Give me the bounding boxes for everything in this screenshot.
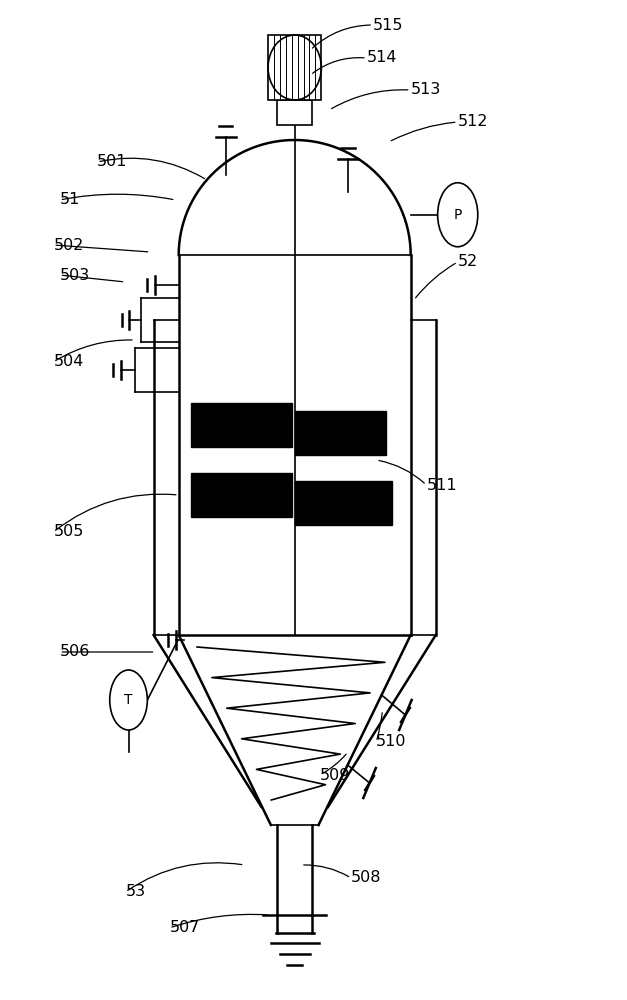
Text: 510: 510 xyxy=(376,734,407,750)
Bar xyxy=(268,35,321,100)
Text: 501: 501 xyxy=(97,154,128,169)
Polygon shape xyxy=(295,411,386,455)
Text: 504: 504 xyxy=(53,355,83,369)
Text: 507: 507 xyxy=(169,920,199,936)
Polygon shape xyxy=(191,473,292,517)
Text: 514: 514 xyxy=(367,50,398,66)
Circle shape xyxy=(438,183,478,247)
Text: 512: 512 xyxy=(458,114,488,129)
Circle shape xyxy=(110,670,147,730)
Text: 506: 506 xyxy=(60,645,90,660)
Text: 515: 515 xyxy=(373,17,404,32)
Text: 53: 53 xyxy=(125,884,145,900)
Text: 511: 511 xyxy=(426,478,457,492)
Text: 505: 505 xyxy=(53,524,83,540)
Text: 51: 51 xyxy=(60,192,80,208)
Text: 503: 503 xyxy=(60,267,90,282)
Text: 513: 513 xyxy=(411,83,441,98)
Polygon shape xyxy=(295,481,392,525)
Text: 509: 509 xyxy=(320,768,350,782)
Text: 502: 502 xyxy=(53,237,83,252)
Text: P: P xyxy=(453,208,462,222)
Text: 508: 508 xyxy=(351,870,382,886)
Text: T: T xyxy=(124,693,133,707)
Polygon shape xyxy=(191,403,292,447)
Bar xyxy=(277,100,312,125)
Text: 52: 52 xyxy=(458,254,478,269)
